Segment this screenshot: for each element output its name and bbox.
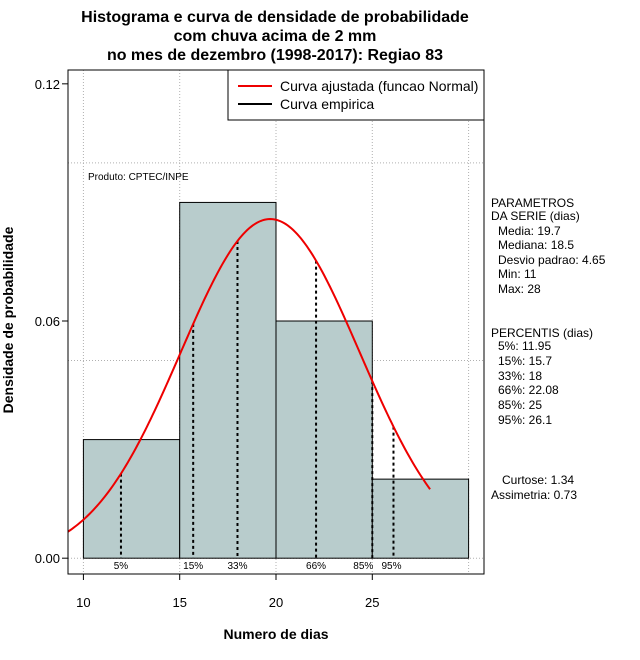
pct-66: 66%: 22.08 <box>498 383 559 397</box>
x-axis-title: Numero de dias <box>223 626 328 642</box>
percentile-label: 15% <box>183 561 203 572</box>
chart-title-line3: no mes de dezembro (1998-2017): Regiao 8… <box>107 47 443 64</box>
parameters-subheading: DA SERIE (dias) <box>491 209 580 223</box>
x-tick-label: 15 <box>172 595 186 610</box>
percentile-label: 66% <box>306 561 326 572</box>
histogram-bar <box>371 478 470 559</box>
y-tick-label: 0.06 <box>35 314 60 329</box>
y-tick-label: 0.00 <box>35 551 60 566</box>
x-axis: 10 15 20 25 <box>76 574 380 610</box>
chart-title-line1: Histograma e curva de densidade de proba… <box>81 9 469 26</box>
histogram-bar <box>82 439 181 559</box>
stat-assimetria: Assimetria: 0.73 <box>491 488 577 502</box>
legend-box <box>227 69 485 121</box>
x-tick-label: 20 <box>269 595 283 610</box>
percentile-label: 95% <box>381 561 401 572</box>
percentile-label: 33% <box>227 561 247 572</box>
pct-15: 15%: 15.7 <box>498 354 552 368</box>
pct-95: 95%: 26.1 <box>498 413 552 427</box>
legend-empirical-label: Curva empirica <box>280 96 374 112</box>
legend-fitted-label: Curva ajustada (funcao Normal) <box>280 78 478 94</box>
pct-33: 33%: 18 <box>498 369 542 383</box>
percentiles-heading: PERCENTIS (dias) <box>491 326 593 340</box>
pct-85: 85%: 25 <box>498 398 542 412</box>
y-axis: 0.00 0.06 0.12 <box>35 77 68 566</box>
histogram-bars <box>82 201 470 559</box>
param-media: Media: 19.7 <box>498 224 561 238</box>
legend: Curva ajustada (funcao Normal) Curva emp… <box>227 69 485 121</box>
histogram-bar <box>179 201 277 559</box>
y-axis-title: Densidade de probabilidade <box>0 226 16 413</box>
pct-5: 5%: 11.95 <box>498 339 551 353</box>
chart-title-line2: com chuva acima de 2 mm <box>174 28 377 45</box>
histogram-bar <box>275 320 373 559</box>
parameters-panel: PARAMETROS DA SERIE (dias) Media: 19.7 M… <box>491 196 606 296</box>
param-desvio: Desvio padrao: 4.65 <box>498 253 606 267</box>
param-max: Max: 28 <box>498 282 541 296</box>
x-tick-label: 25 <box>365 595 379 610</box>
percentiles-panel: PERCENTIS (dias) 5%: 11.95 15%: 15.7 33%… <box>491 326 593 427</box>
product-note: Produto: CPTEC/INPE <box>88 172 189 183</box>
x-tick-label: 10 <box>76 595 90 610</box>
param-mediana: Mediana: 18.5 <box>498 238 574 252</box>
percentile-label: 85% <box>353 561 373 572</box>
param-min: Min: 11 <box>498 267 537 281</box>
percentile-label: 5% <box>114 561 129 572</box>
percentile-lines: 5% 15% 33% 66% 85% 95% <box>114 240 402 572</box>
fitted-normal-curve <box>67 218 431 533</box>
shape-panel: Curtose: 1.34 Assimetria: 0.73 <box>491 473 577 502</box>
parameters-heading: PARAMETROS <box>491 196 574 210</box>
y-tick-label: 0.12 <box>35 77 60 92</box>
stat-curtose: Curtose: 1.34 <box>502 473 574 487</box>
